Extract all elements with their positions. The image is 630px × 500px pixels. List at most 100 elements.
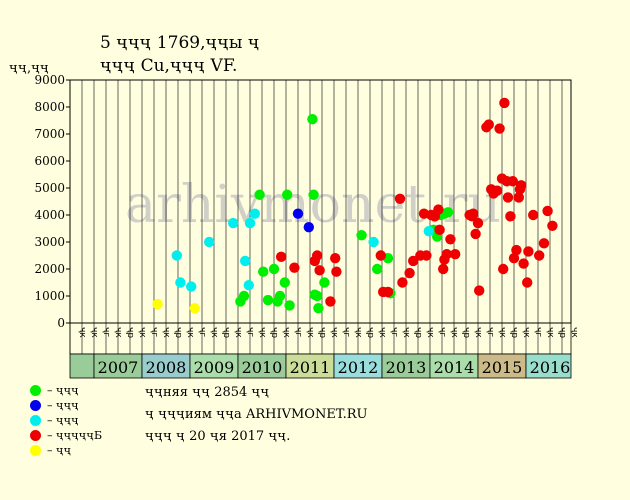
year-band xyxy=(477,353,527,379)
y-tick-label: 3000 xyxy=(34,235,65,249)
legend-item: – ҷҷҷҷҷБ xyxy=(30,428,102,443)
data-points xyxy=(152,97,558,314)
month-label: ҷк xyxy=(401,327,411,338)
month-label: ҷр xyxy=(365,327,375,338)
data-point xyxy=(312,290,323,302)
year-band xyxy=(381,353,431,379)
data-point xyxy=(279,277,290,288)
data-point xyxy=(442,207,454,218)
data-point xyxy=(313,302,324,314)
legend-dot-icon xyxy=(30,430,41,441)
year-label: 2012 xyxy=(338,358,379,377)
data-point xyxy=(528,209,539,221)
month-label: ҷр xyxy=(221,327,231,338)
data-point xyxy=(308,189,319,200)
legend-label: – ҷҷҷ xyxy=(47,414,79,427)
month-label: ҷк xyxy=(473,327,483,338)
data-point xyxy=(171,250,182,261)
data-point xyxy=(542,205,553,217)
data-point xyxy=(368,236,379,248)
data-point xyxy=(382,286,394,298)
data-point xyxy=(518,258,529,269)
data-point xyxy=(243,280,254,291)
month-label: ҷк xyxy=(521,327,531,338)
data-point xyxy=(356,230,367,241)
y-tick-label: 8000 xyxy=(34,100,65,114)
data-point xyxy=(292,208,304,219)
year-label: 2009 xyxy=(194,358,235,377)
data-point xyxy=(314,265,325,276)
data-point xyxy=(282,189,293,200)
month-label: ҷк xyxy=(329,327,339,338)
year-label: 2010 xyxy=(242,358,283,377)
month-label: ҷк xyxy=(305,327,315,338)
data-point xyxy=(474,285,485,296)
legend-item: – ҷҷ xyxy=(30,443,102,458)
data-point xyxy=(331,266,342,277)
data-point xyxy=(511,244,522,256)
notes: ҷҷняя ҷҷ 2854 ҷҷ ҷ ҷҷҷиям ҷҷа ARHIVMONET… xyxy=(145,382,367,448)
note-line: ҷҷҷ ҷ 20 ҷя 2017 ҷҷ. xyxy=(145,429,291,444)
month-label: ҷк xyxy=(353,327,363,338)
data-point xyxy=(499,97,510,109)
data-point xyxy=(204,236,215,248)
data-point xyxy=(502,192,514,203)
month-label: ҷк xyxy=(377,327,387,338)
month-label: ҷк xyxy=(89,327,99,338)
month-label: ҷк xyxy=(233,327,243,338)
month-label: ҷг xyxy=(389,327,399,337)
month-label: ҷк xyxy=(113,327,123,338)
data-point xyxy=(433,204,444,215)
data-point xyxy=(505,211,516,222)
y-tick-label: 4000 xyxy=(34,208,65,222)
data-point xyxy=(186,281,197,292)
data-point xyxy=(240,255,251,267)
month-label: ҷк xyxy=(185,327,195,338)
legend-item: – ҷҷҷ xyxy=(30,398,102,413)
month-label: ҷр xyxy=(269,327,279,338)
year-label: 2011 xyxy=(290,358,331,377)
month-label: ҷк xyxy=(161,327,171,338)
data-point xyxy=(312,250,323,261)
data-point xyxy=(492,185,503,196)
year-label: 2008 xyxy=(146,358,187,377)
month-label: ҷг xyxy=(437,327,447,337)
data-point xyxy=(238,290,250,302)
note-line: ҷҷняя ҷҷ 2854 ҷҷ xyxy=(145,385,270,400)
month-label: ҷр xyxy=(173,327,183,338)
year-label: 2014 xyxy=(434,358,475,377)
month-label: ҷр xyxy=(125,327,135,338)
month-label: ҷк xyxy=(425,327,435,338)
data-point xyxy=(408,255,419,267)
data-point xyxy=(421,250,432,261)
chart-title-line1: 5 ҷҷҷ 1769,ҷҷы ҷ xyxy=(100,33,260,53)
legend-dot-icon xyxy=(30,445,41,456)
legend-dot-icon xyxy=(30,400,41,411)
data-point xyxy=(522,277,533,288)
month-label: ҷг xyxy=(293,327,303,337)
data-point xyxy=(276,251,287,263)
data-point xyxy=(325,296,336,307)
data-point xyxy=(152,298,163,310)
month-label: ҷр xyxy=(509,327,519,338)
data-point xyxy=(254,189,265,200)
year-band xyxy=(69,353,95,379)
data-point xyxy=(494,123,505,134)
year-label: 2016 xyxy=(530,358,571,377)
data-point xyxy=(450,248,461,260)
data-point xyxy=(249,208,260,219)
data-point xyxy=(258,266,269,277)
legend-label: – ҷҷҷ xyxy=(47,399,79,412)
year-band xyxy=(285,353,335,379)
data-point xyxy=(228,217,239,229)
month-label: ҷк xyxy=(449,327,459,338)
data-point xyxy=(189,302,200,314)
data-point xyxy=(319,277,330,288)
month-label: ҷк xyxy=(569,327,579,338)
month-label: ҷг xyxy=(533,327,543,337)
data-point xyxy=(472,217,484,229)
month-label: ҷк xyxy=(497,327,507,338)
data-point xyxy=(397,277,408,288)
data-point xyxy=(523,246,534,257)
